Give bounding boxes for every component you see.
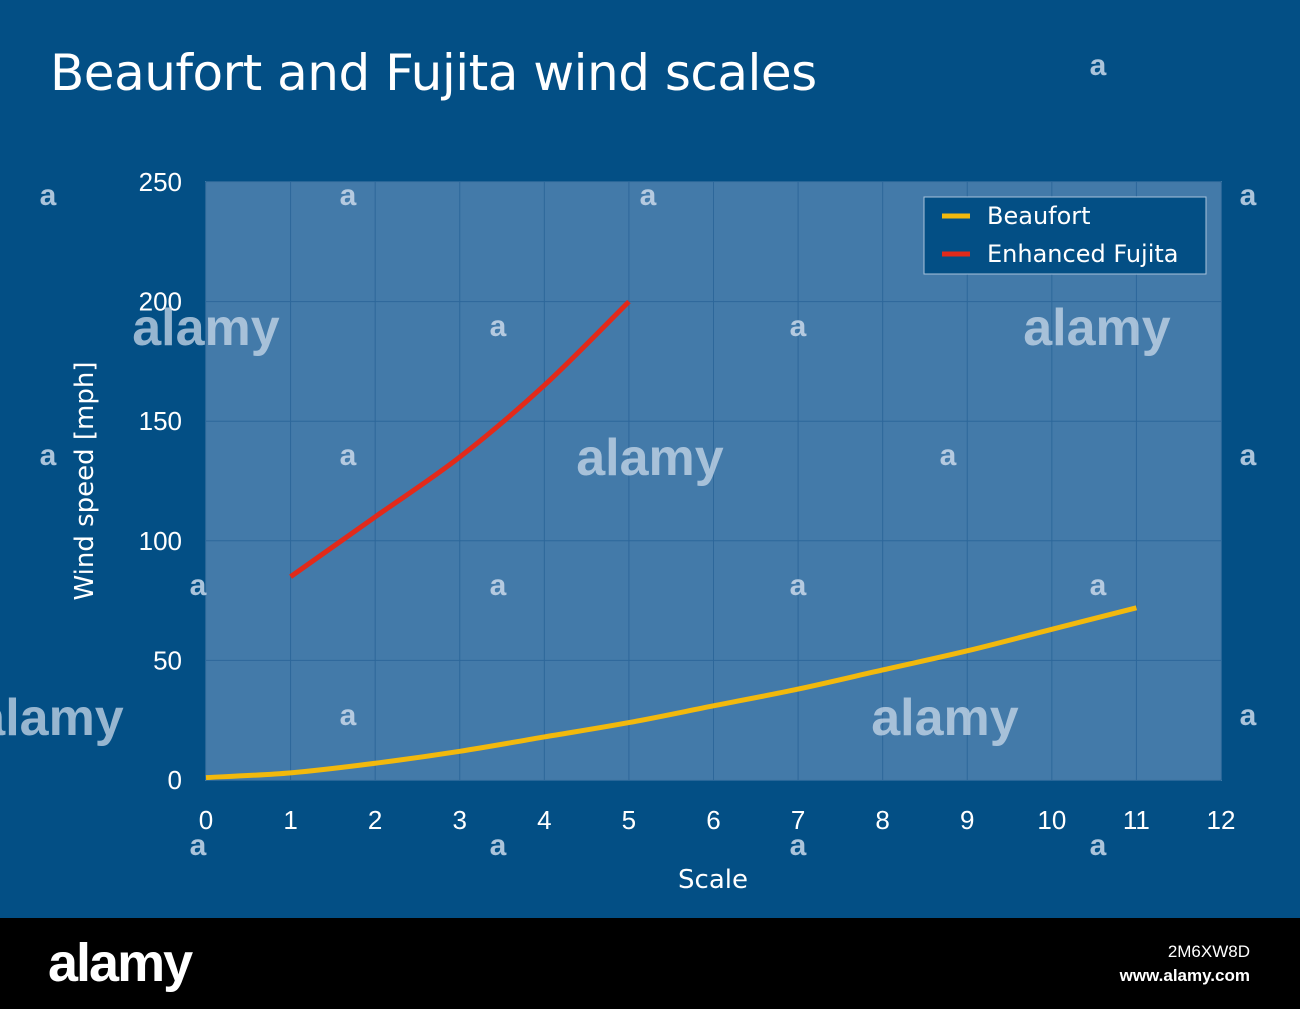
watermark-letter: a [940,439,957,472]
watermark: a a a a a a a a a a a a a a a a a a a a a alamy alamy alamy alam… [0,49,1257,862]
x-tick-label: 10 [1037,805,1066,835]
grid [205,181,1222,781]
x-tick-label: 12 [1207,805,1236,835]
watermark-letter: a [790,829,807,862]
watermark-letter: a [1090,49,1107,82]
y-axis-label: Wind speed [mph] [70,361,100,600]
watermark-letter: a [190,829,207,862]
x-tick-label: 8 [875,805,889,835]
x-tick-label: 11 [1123,805,1150,835]
footer-image-id: 2M6XW8D [1167,942,1250,961]
x-tick-label: 3 [453,805,467,835]
x-tick-label: 5 [622,805,636,835]
watermark-letter: a [340,439,357,472]
x-tick-label: 6 [706,805,720,835]
watermark-letter: a [40,439,57,472]
watermark-letter: a [1090,569,1107,602]
watermark-letter: a [340,179,357,212]
legend-label: Enhanced Fujita [987,240,1178,268]
legend-box [923,196,1207,275]
footer-bar: alamy 2M6XW8D www.alamy.com [0,918,1300,1009]
watermark-word: alamy [1023,299,1171,357]
footer-site: www.alamy.com [1119,966,1250,985]
chart-title: Beaufort and Fujita wind scales [50,44,817,102]
watermark-letter: a [490,829,507,862]
y-tick-label: 250 [139,167,182,197]
x-tick-label: 9 [960,805,974,835]
series-lines [205,299,1138,781]
watermark-word: alamy [132,299,280,357]
watermark-letter: a [190,569,207,602]
y-tick-label: 0 [168,765,182,795]
watermark-letter: a [640,179,657,212]
y-tick-label: 100 [139,526,182,556]
x-tick-label: 0 [199,805,213,835]
watermark-letter: a [1240,179,1257,212]
legend: Beaufort Enhanced Fujita [923,196,1207,275]
watermark-letter: a [340,699,357,732]
x-axis-label: Scale [678,865,748,895]
watermark-letter: a [790,310,807,343]
x-tick-label: 7 [791,805,805,835]
legend-label: Beaufort [987,202,1091,230]
x-tick-label: 4 [537,805,551,835]
y-tick-label: 150 [139,406,182,436]
x-axis-ticks: 0 1 2 3 4 5 6 7 8 9 10 11 12 [199,805,1236,835]
watermark-word: alamy [871,689,1019,747]
watermark-letter: a [490,569,507,602]
series-line-beaufort [205,605,1138,781]
x-tick-label: 2 [368,805,382,835]
watermark-letter: a [790,569,807,602]
y-tick-label: 200 [139,287,182,317]
x-tick-label: 1 [283,805,297,835]
watermark-letter: a [490,310,507,343]
footer-logo: alamy [48,933,193,993]
y-axis-ticks: 0 50 100 150 200 250 [139,167,182,795]
watermark-letter: a [1240,699,1257,732]
series-line-enhanced-fujita [289,299,631,579]
watermark-word: alamy [0,689,124,747]
watermark-letter: a [1090,829,1107,862]
watermark-letter: a [1240,439,1257,472]
watermark-word: alamy [576,429,724,487]
y-tick-label: 50 [153,645,182,675]
watermark-letter: a [40,179,57,212]
